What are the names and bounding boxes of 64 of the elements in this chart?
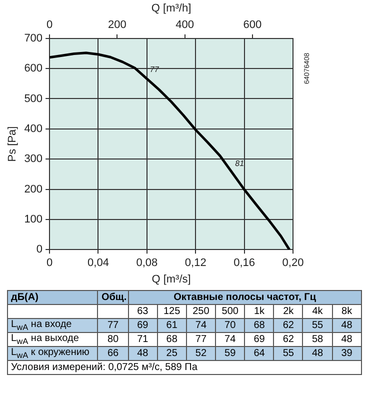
x-tick-label: 0,04: [88, 257, 109, 270]
x2-tick-label: 0: [46, 18, 53, 31]
x2-tick-label: 600: [243, 18, 262, 31]
text: Общ.: [98, 290, 128, 304]
y-tick-label: 200: [24, 183, 43, 196]
text: L$_{wA}$ к окружению: [8, 346, 98, 360]
y-tick-label: 500: [24, 92, 43, 105]
y-tick-label: 600: [24, 62, 43, 75]
text: 77: [186, 332, 216, 346]
text: 48: [302, 346, 332, 360]
text: 62: [274, 332, 303, 346]
text: Октавные полосы частот, Гц: [128, 290, 362, 304]
text: 2k: [274, 304, 303, 318]
text: 69: [128, 318, 158, 332]
text: дБ(A): [8, 290, 98, 304]
text: 1k: [244, 304, 274, 318]
text: L$_{wA}$ на выходе: [8, 332, 98, 346]
y-tick-label: 400: [24, 122, 43, 135]
text: 500: [216, 304, 245, 318]
text: 66: [98, 346, 128, 360]
x2-axis-title: Q [m³/h]: [151, 2, 192, 15]
text: 4k: [302, 304, 332, 318]
annotation: 81: [235, 158, 244, 168]
text: L$_{wA}$ на входе: [8, 318, 98, 332]
x-tick-label: 0,08: [136, 257, 158, 270]
text: 250: [186, 304, 216, 318]
text: 55: [274, 346, 303, 360]
text: 70: [216, 318, 245, 332]
text: 68: [157, 332, 186, 346]
text: 69: [244, 332, 274, 346]
text: 77: [98, 318, 128, 332]
text: 55: [302, 318, 332, 332]
text: 39: [332, 346, 362, 360]
text: 74: [186, 318, 216, 332]
y-tick-label: 0: [36, 244, 43, 256]
text: 64: [244, 346, 274, 360]
text: 63: [128, 304, 158, 318]
y-tick-label: 700: [24, 32, 43, 44]
x-axis-title: Q [m³/s]: [152, 273, 191, 286]
text: 68: [244, 318, 274, 332]
text: 125: [157, 304, 186, 318]
text: 48: [332, 332, 362, 346]
y-axis-title: Ps [Pa]: [6, 126, 19, 162]
text: 80: [98, 332, 128, 346]
x2-tick-label: 400: [176, 18, 194, 31]
x-tick-label: 0,12: [184, 257, 206, 270]
text: 62: [274, 318, 303, 332]
text: 52: [186, 346, 216, 360]
text: 71: [128, 332, 158, 346]
text: 8k: [332, 304, 362, 318]
y-tick-label: 100: [24, 213, 43, 226]
text: 48: [332, 318, 362, 332]
text: 74: [216, 332, 245, 346]
text: Условия измерений: 0,0725 м³/с, 589 Па: [8, 360, 362, 374]
text: 58: [302, 332, 332, 346]
text: 61: [157, 318, 186, 332]
x-tick-label: 0,20: [282, 257, 304, 270]
text: 25: [157, 346, 186, 360]
x-tick-label: 0: [46, 257, 53, 270]
text: 48: [128, 346, 158, 360]
x2-tick-label: 200: [108, 18, 126, 31]
y-tick-label: 300: [24, 153, 43, 166]
text: 59: [216, 346, 245, 360]
x-tick-label: 0,16: [234, 257, 256, 270]
